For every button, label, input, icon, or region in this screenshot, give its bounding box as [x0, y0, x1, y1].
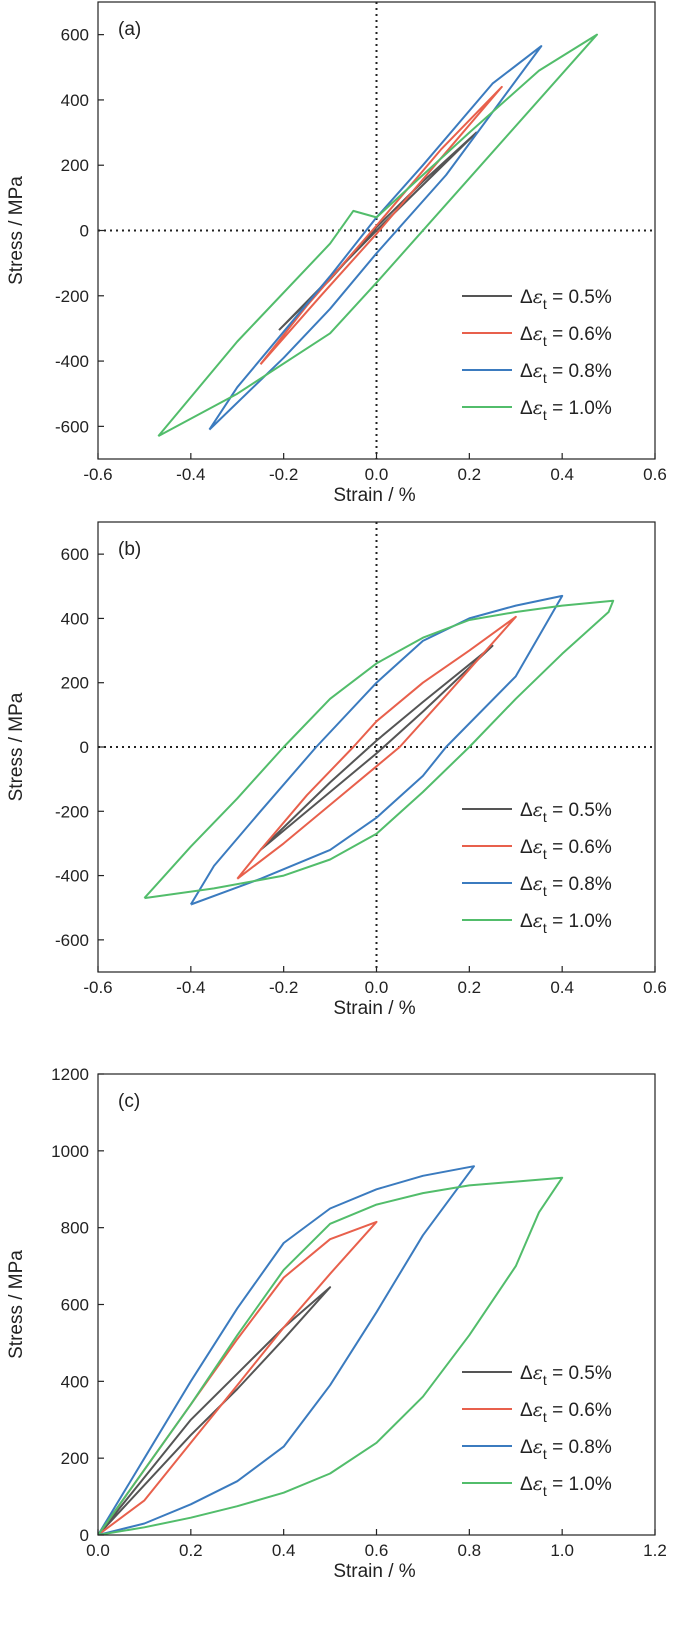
plot-frame — [97, 1073, 656, 1536]
series-loop-0-5 — [259, 644, 494, 851]
x-tick-label: -0.6 — [83, 465, 112, 484]
x-tick-label: 0.6 — [643, 465, 667, 484]
legend: Δεt = 0.5% Δεt = 0.6% Δεt = 0.8% Δεt = 1.0% — [462, 799, 612, 936]
y-tick-label: -600 — [55, 931, 89, 950]
y-tick-label: 1000 — [51, 1142, 89, 1161]
x-axis-label: Strain / % — [333, 485, 415, 506]
panel-label: (b) — [118, 539, 141, 560]
legend: Δεt = 0.5% Δεt = 0.6% Δεt = 0.8% Δεt = 1.0% — [462, 1362, 612, 1499]
x-tick-label: 0.2 — [458, 465, 482, 484]
legend-entry: Δεt = 0.8% — [520, 873, 612, 899]
panel-b: -0.6 -0.4 -0.2 0.0 0.2 0.4 0.6 -600 -400 -200 0 200… — [6, 521, 667, 1019]
y-tick-label: 1200 — [51, 1065, 89, 1084]
legend-entry: Δεt = 0.8% — [520, 1436, 612, 1462]
y-tick-label: 800 — [61, 1219, 89, 1238]
x-tick-label: 0.0 — [86, 1541, 110, 1560]
x-tick-label: -0.4 — [176, 978, 205, 997]
x-tick-label: 0.0 — [365, 978, 389, 997]
y-tick-label: 0 — [80, 1526, 89, 1545]
x-tick-label: 0.2 — [458, 978, 482, 997]
x-tick-label: -0.6 — [83, 978, 112, 997]
y-tick-label: 400 — [61, 91, 89, 110]
series-loop-1-0 — [143, 599, 615, 900]
y-axis-label: Stress / MPa — [6, 692, 27, 801]
y-tick-label: 600 — [61, 26, 89, 45]
y-tick-label: -200 — [55, 802, 89, 821]
legend-entry: Δεt = 0.5% — [520, 799, 612, 825]
x-axis-label: Strain / % — [333, 998, 415, 1019]
x-tick-label: 0.4 — [550, 978, 574, 997]
x-tick-label: 0.8 — [458, 1541, 482, 1560]
legend-entry: Δεt = 1.0% — [520, 397, 612, 423]
y-tick-label: 200 — [61, 674, 89, 693]
y-tick-label: 400 — [61, 1372, 89, 1391]
x-tick-label: 1.0 — [550, 1541, 574, 1560]
legend-entry: Δεt = 1.0% — [520, 1473, 612, 1499]
series-loop-0-8 — [208, 45, 543, 431]
y-tick-label: 600 — [61, 545, 89, 564]
x-tick-label: -0.2 — [269, 978, 298, 997]
y-tick-label: 0 — [80, 222, 89, 241]
series-loop-0-8 — [98, 1165, 475, 1535]
panel-label: (a) — [118, 19, 141, 40]
x-tick-label: 0.0 — [365, 465, 389, 484]
x-tick-label: 0.4 — [272, 1541, 296, 1560]
legend: Δεt = 0.5% Δεt = 0.6% Δεt = 0.8% Δεt = 1.0% — [462, 286, 612, 423]
x-tick-label: 0.6 — [643, 978, 667, 997]
x-tick-label: 1.2 — [643, 1541, 667, 1560]
series-loop-0-5 — [98, 1286, 332, 1535]
y-axis-label: Stress / MPa — [6, 1250, 27, 1359]
x-tick-label: -0.2 — [269, 465, 298, 484]
legend-entry: Δεt = 0.6% — [520, 323, 612, 349]
panel-a: -0.6 -0.4 -0.2 0.0 0.2 0.4 0.6 -600 -400 -200 0 200… — [6, 1, 667, 506]
y-tick-label: -400 — [55, 352, 89, 371]
y-tick-label: 0 — [80, 738, 89, 757]
panel-label: (c) — [118, 1091, 140, 1112]
y-tick-label: 200 — [61, 1449, 89, 1468]
x-tick-label: 0.2 — [179, 1541, 203, 1560]
y-tick-label: -200 — [55, 287, 89, 306]
legend-entry: Δεt = 1.0% — [520, 910, 612, 936]
y-tick-label: 200 — [61, 156, 89, 175]
series-loop-1-0 — [98, 1176, 564, 1535]
legend-entry: Δεt = 0.6% — [520, 836, 612, 862]
x-tick-label: -0.4 — [176, 465, 205, 484]
series-loop-0-6 — [236, 615, 517, 880]
legend-entry: Δεt = 0.5% — [520, 1362, 612, 1388]
legend-entry: Δεt = 0.6% — [520, 1399, 612, 1425]
panel-c: 0.0 0.2 0.4 0.6 0.8 1.0 1.2 0 200 400 600 800 1000 12… — [6, 1065, 667, 1582]
y-axis-label: Stress / MPa — [6, 176, 27, 285]
y-tick-label: 400 — [61, 609, 89, 628]
x-tick-label: 0.6 — [365, 1541, 389, 1560]
y-tick-label: -400 — [55, 867, 89, 886]
y-tick-label: 600 — [61, 1296, 89, 1315]
legend-entry: Δεt = 0.8% — [520, 360, 612, 386]
x-axis-label: Strain / % — [333, 1561, 415, 1582]
series-loop-0-8 — [189, 594, 564, 906]
legend-entry: Δεt = 0.5% — [520, 286, 612, 312]
x-tick-label: 0.4 — [550, 465, 574, 484]
series-loop-0-6 — [259, 85, 503, 365]
series-loop-1-0 — [157, 33, 598, 437]
y-tick-label: -600 — [55, 417, 89, 436]
